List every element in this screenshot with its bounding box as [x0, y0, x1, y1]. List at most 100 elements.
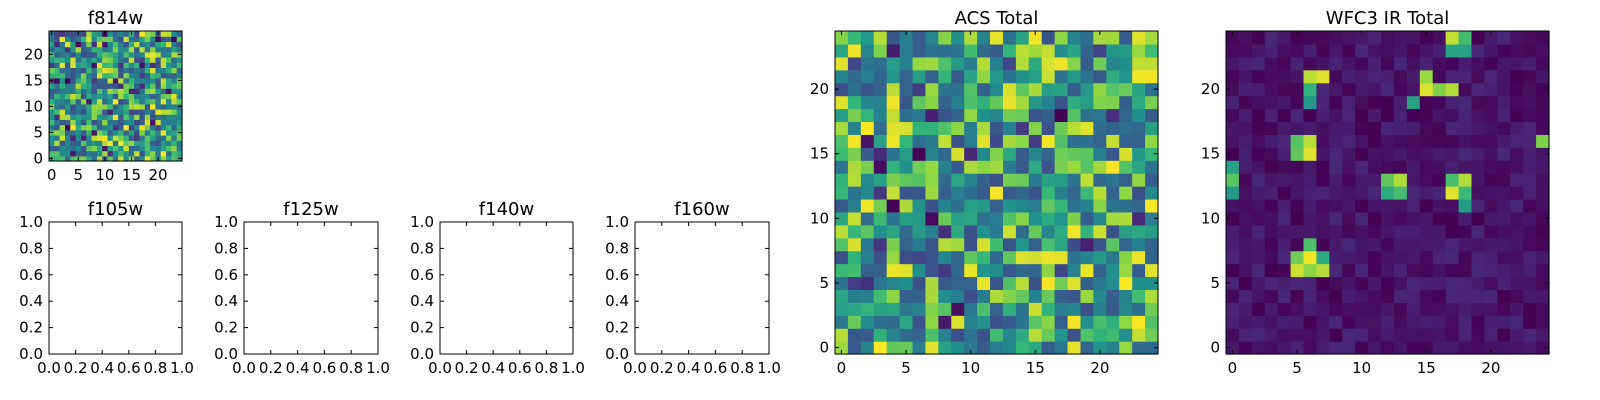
heatmap-cell: [1458, 250, 1473, 265]
heatmap-cell: [91, 31, 98, 37]
heatmap-cell: [860, 95, 875, 110]
heatmap-cell: [925, 276, 939, 290]
heatmap-cell: [860, 276, 875, 290]
heatmap-cell: [176, 31, 183, 37]
heatmap-cell: [1393, 302, 1408, 316]
heatmap-cell: [1419, 186, 1434, 200]
heatmap-cell: [912, 69, 927, 84]
heatmap-cell: [1329, 276, 1343, 290]
heatmap-cell: [118, 145, 125, 152]
heatmap-cell: [59, 98, 66, 105]
heatmap-cell: [873, 121, 888, 135]
heatmap-cell: [155, 145, 162, 152]
heatmap-cell: [886, 173, 901, 187]
heatmap-cell: [1028, 147, 1043, 161]
heatmap-cell: [1342, 250, 1356, 265]
heatmap-cell: [70, 98, 77, 105]
heatmap-cell: [112, 155, 119, 162]
heatmap-cell: [91, 119, 98, 126]
x-tick-label: 0.6: [703, 359, 727, 377]
heatmap-cell: [64, 72, 71, 79]
heatmap-cell: [1316, 315, 1330, 329]
heatmap-cell: [123, 129, 130, 136]
heatmap-cell: [166, 36, 172, 42]
heatmap-cell: [150, 88, 156, 94]
heatmap-cell: [1264, 56, 1279, 71]
heatmap-cell: [112, 109, 119, 115]
heatmap-cell: [860, 302, 875, 316]
heatmap-cell: [938, 198, 952, 213]
heatmap-cell: [977, 31, 991, 45]
heatmap-cell: [1393, 95, 1408, 110]
heatmap-cell: [925, 69, 939, 84]
heatmap-cell: [1080, 82, 1094, 97]
heatmap-cell: [1238, 237, 1253, 252]
heatmap-cell: [134, 93, 141, 100]
heatmap-cell: [96, 93, 103, 100]
heatmap-cell: [1251, 341, 1266, 355]
heatmap-cell: [964, 43, 978, 58]
heatmap-cell: [107, 36, 114, 42]
panel-title: f140w: [479, 199, 534, 220]
heatmap-cell: [990, 302, 1004, 316]
heatmap-cell: [150, 150, 156, 157]
heatmap-cell: [1264, 263, 1279, 278]
heatmap-cell: [1054, 186, 1069, 200]
heatmap-cell: [1536, 341, 1550, 355]
heatmap-cell: [1406, 186, 1421, 200]
heatmap-cell: [964, 289, 978, 303]
heatmap-cell: [1145, 160, 1159, 174]
heatmap-cell: [75, 150, 82, 157]
heatmap-cell: [86, 93, 93, 100]
heatmap-cell: [59, 145, 66, 152]
heatmap-cell: [938, 289, 952, 303]
heatmap-cell: [1015, 289, 1030, 303]
heatmap-cell: [847, 186, 862, 200]
heatmap-cell: [123, 98, 130, 105]
heatmap-cell: [1054, 69, 1069, 84]
heatmap-cell: [1041, 186, 1056, 200]
heatmap-cell: [80, 114, 87, 120]
heatmap-cell: [964, 173, 978, 187]
heatmap-cell: [1484, 160, 1498, 174]
heatmap-cell: [150, 51, 156, 58]
heatmap-cell: [1015, 160, 1030, 174]
heatmap-cell: [1251, 147, 1266, 161]
heatmap-cell: [1536, 237, 1550, 252]
heatmap-cell: [1054, 147, 1069, 161]
heatmap-cell: [1226, 108, 1240, 123]
heatmap-cell: [1054, 95, 1069, 110]
heatmap-cell: [1054, 121, 1069, 135]
heatmap-cell: [977, 186, 991, 200]
heatmap-cell: [938, 69, 952, 84]
heatmap-cell: [1303, 173, 1318, 187]
heatmap-cell: [150, 140, 156, 146]
heatmap-cell: [1080, 121, 1094, 135]
heatmap-cell: [1067, 341, 1082, 355]
heatmap-cell: [86, 150, 93, 157]
heatmap-cell: [873, 237, 888, 252]
heatmap-cell: [1132, 31, 1146, 45]
heatmap-cell: [1041, 43, 1056, 58]
heatmap-cell: [1510, 82, 1524, 97]
heatmap-cell: [134, 72, 141, 79]
heatmap-cell: [873, 263, 888, 278]
heatmap-cell: [1093, 147, 1107, 161]
heatmap-cell: [64, 83, 71, 89]
heatmap-cell: [1381, 211, 1395, 226]
heatmap-cell: [925, 224, 939, 239]
heatmap-cell: [1523, 224, 1537, 239]
heatmap-cell: [1355, 173, 1369, 187]
heatmap-cell: [139, 119, 146, 126]
heatmap-cell: [1510, 56, 1524, 71]
heatmap-cell: [1445, 198, 1460, 213]
heatmap-cell: [886, 328, 901, 342]
heatmap-cell: [990, 276, 1004, 290]
heatmap-cell: [1067, 186, 1082, 200]
heatmap-cell: [176, 36, 183, 42]
heatmap-cell: [925, 43, 939, 58]
heatmap-cell: [1119, 315, 1133, 329]
heatmap-cell: [139, 114, 146, 120]
heatmap-cell: [91, 41, 98, 48]
heatmap-cell: [1393, 31, 1408, 45]
